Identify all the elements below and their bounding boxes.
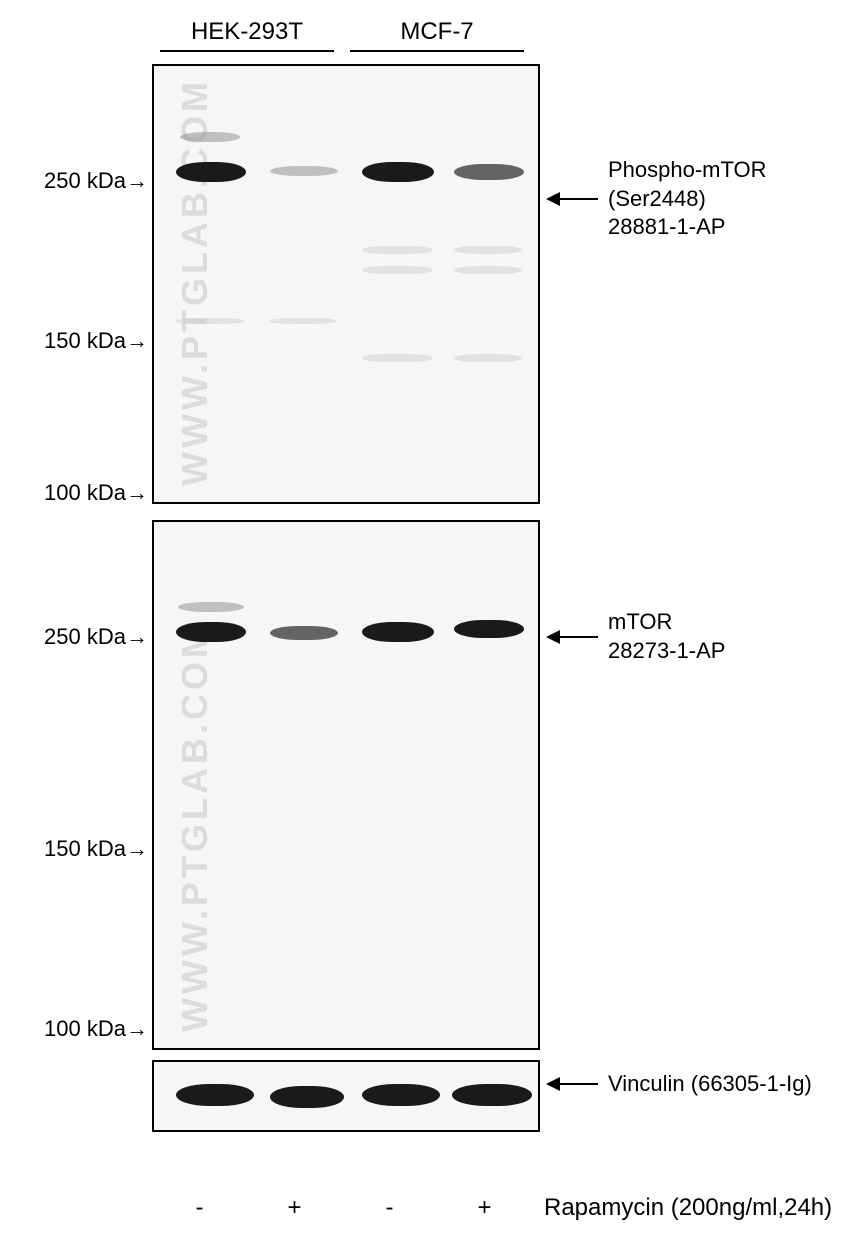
treatment-sign-2: + [247,1194,342,1222]
band-arrow-label: Vinculin (66305-1-Ig) [546,1070,812,1099]
band-arrow-label: mTOR28273-1-AP [546,608,725,665]
mw-marker: 100 kDa→ [10,480,148,506]
arrow-left-icon [546,1073,600,1095]
blot-panel-3 [152,1060,540,1132]
faint-band [454,246,522,254]
treatment-row: - + - + Rapamycin (200ng/ml,24h) [152,1194,842,1222]
mw-marker: 100 kDa→ [10,1016,148,1042]
faint-band [270,318,336,324]
cell-line-underline-1 [160,50,334,52]
blot-panel-2: WWW.PTGLAB.COM [152,520,540,1050]
cell-line-label-1: HEK-293T [191,18,303,45]
band-label-text: mTOR28273-1-AP [608,608,725,665]
blot-panel-1: WWW.PTGLAB.COM [152,64,540,504]
band-arrow-label: Phospho-mTOR (Ser2448)28881-1-AP [546,156,850,242]
band [270,166,338,176]
band [176,162,246,182]
mw-marker: 250 kDa→ [10,624,148,650]
band [362,162,434,182]
faint-band [454,354,522,362]
band [270,626,338,640]
cell-line-header: HEK-293T MCF-7 [152,18,532,52]
treatment-label: Rapamycin (200ng/ml,24h) [544,1194,832,1222]
treatment-sign-1: - [152,1194,247,1222]
cell-line-group-1: HEK-293T [152,18,342,52]
band [362,1084,440,1106]
faint-band [176,318,244,324]
band-label-text: Phospho-mTOR (Ser2448)28881-1-AP [608,156,850,242]
band [180,132,240,142]
band [178,602,244,612]
band [454,620,524,638]
band [452,1084,532,1106]
faint-band [362,354,432,362]
mw-marker: 150 kDa→ [10,836,148,862]
faint-band [454,266,522,274]
band [454,164,524,180]
cell-line-group-2: MCF-7 [342,18,532,52]
band [176,1084,254,1106]
treatment-sign-4: + [437,1194,532,1222]
mw-marker: 150 kDa→ [10,328,148,354]
arrow-left-icon [546,188,600,210]
band [176,622,246,642]
treatment-sign-3: - [342,1194,437,1222]
arrow-left-icon [546,626,600,648]
band [362,622,434,642]
mw-marker: 250 kDa→ [10,168,148,194]
band [270,1086,344,1108]
band-label-text: Vinculin (66305-1-Ig) [608,1070,812,1099]
faint-band [362,246,432,254]
watermark-text: WWW.PTGLAB.COM [174,624,216,1032]
cell-line-label-2: MCF-7 [400,18,473,45]
cell-line-underline-2 [350,50,524,52]
faint-band [362,266,432,274]
